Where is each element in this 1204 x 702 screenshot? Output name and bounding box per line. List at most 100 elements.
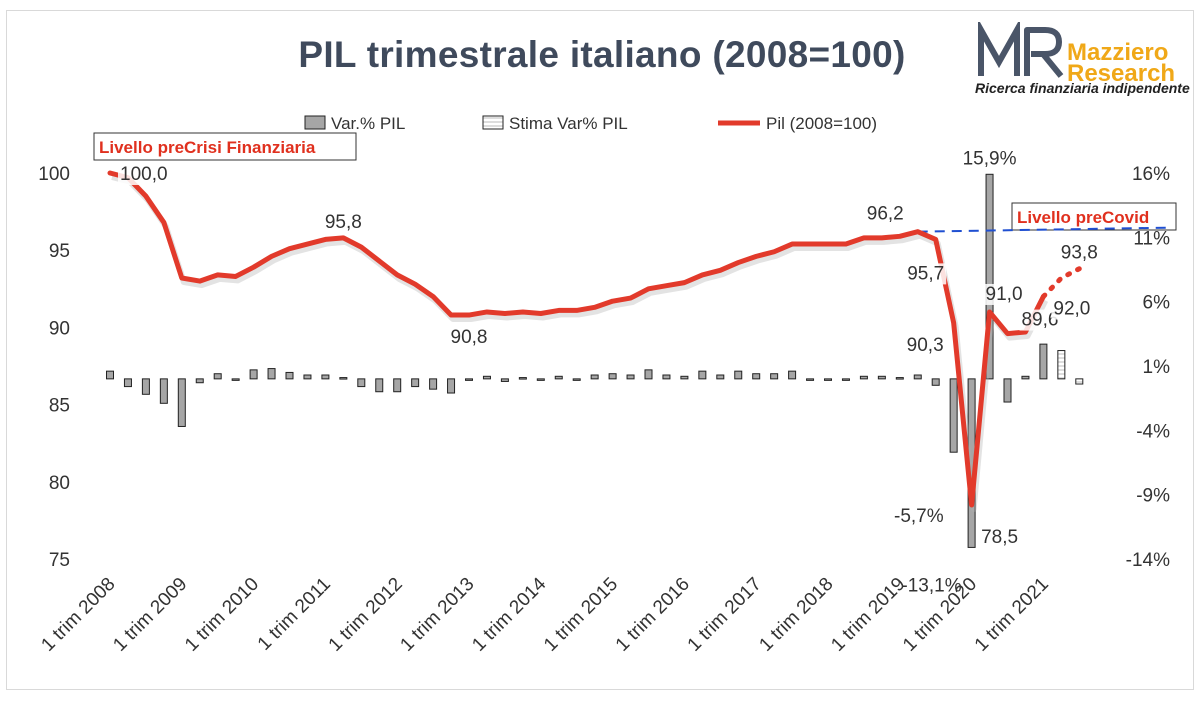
var-bar	[195, 378, 204, 384]
var-bar	[806, 378, 815, 381]
y-right-tick-label: -14%	[1126, 550, 1170, 571]
data-label: 92,0	[1053, 299, 1090, 320]
var-bar	[123, 378, 132, 388]
y-right-tick-label: 11%	[1133, 228, 1170, 249]
data-label-bg	[983, 283, 1025, 305]
data-label-bg	[1058, 242, 1100, 264]
data-label: 93,8	[1061, 243, 1098, 264]
var-bar	[411, 378, 420, 388]
var-bar	[249, 369, 258, 380]
var-bar	[895, 377, 904, 380]
var-bar	[859, 375, 868, 380]
var-bar	[465, 378, 473, 381]
pil-estimate-line	[1040, 266, 1082, 300]
y-right-tick-label: 16%	[1132, 164, 1170, 185]
y-left-tick-label: 75	[49, 550, 70, 571]
data-label: 95,7	[907, 263, 944, 284]
x-tick-label: 1 trim 2013	[396, 574, 478, 656]
x-tick-label: 1 trim 2008	[37, 574, 119, 656]
data-label: 100,0	[120, 164, 168, 185]
var-bar	[482, 375, 491, 380]
annotation-precrisi-text: Livello preCrisi Finanziaria	[99, 138, 316, 157]
data-label: 89,6	[1021, 310, 1058, 331]
x-tick-label: 1 trim 2010	[181, 574, 263, 656]
var-bar	[698, 370, 707, 380]
var-bar	[554, 375, 563, 380]
var-bar	[518, 377, 527, 380]
data-label: 96,2	[867, 204, 904, 225]
var-bar	[931, 378, 940, 386]
var-bar	[770, 373, 779, 380]
data-label: 90,8	[451, 327, 488, 348]
y-right-tick-label: -9%	[1136, 486, 1170, 507]
var-bar	[231, 378, 240, 381]
y-axis-left: 100 95 90 85 80 75	[38, 164, 70, 571]
annotation-precovid-text: Livello preCovid	[1017, 208, 1149, 227]
pil-line	[107, 170, 1046, 508]
legend-swatch-var	[304, 115, 326, 130]
y-left-tick-label: 90	[49, 318, 70, 339]
var-bar	[393, 378, 402, 393]
pil-line-shadow	[111, 174, 1049, 512]
data-label-bg	[1051, 298, 1093, 320]
x-tick-label: 1 trim 2018	[755, 574, 837, 656]
var-bar	[608, 373, 617, 380]
x-tick-label: 1 trim 2015	[540, 574, 622, 656]
legend-label-pil: Pil (2008=100)	[766, 114, 877, 133]
legend-label-var: Var.% PIL	[331, 114, 405, 133]
var-bar	[877, 375, 886, 380]
legend-label-stima: Stima Var% PIL	[509, 114, 628, 133]
brand-name-line2: Research	[1067, 60, 1176, 87]
data-label-bg	[892, 506, 946, 528]
data-label-bg	[448, 327, 490, 349]
data-label: 78,5	[981, 527, 1018, 548]
var-bar	[447, 378, 456, 394]
chart-title: PIL trimestrale italiano (2008=100)	[298, 34, 906, 75]
y-left-tick-label: 100	[38, 164, 70, 185]
var-bar	[339, 377, 348, 380]
data-label: 91,0	[986, 284, 1023, 305]
y-left-tick-label: 85	[49, 396, 70, 417]
var-bar	[590, 374, 599, 380]
data-label-bg	[905, 263, 947, 285]
data-label: 90,3	[907, 335, 944, 356]
data-label-bg	[322, 211, 364, 233]
var-bar	[267, 368, 276, 380]
annotation-precrisi: Livello preCrisi Finanziaria	[93, 132, 357, 161]
var-bar	[716, 374, 725, 380]
var-bar	[321, 374, 330, 380]
data-label-bg	[1019, 309, 1061, 331]
var-bar	[949, 378, 958, 453]
var-bar	[500, 378, 509, 382]
brand-logo: Mazziero Research Ricerca finanziaria in…	[975, 22, 1190, 102]
x-tick-label: 1 trim 2011	[254, 574, 335, 655]
var-bar	[429, 378, 438, 390]
data-label: -5,7%	[894, 506, 944, 527]
x-tick-label: 1 trim 2009	[109, 574, 191, 656]
var-bar	[572, 378, 581, 381]
annotation-precrisi-box	[93, 132, 357, 161]
var-bar	[536, 378, 545, 381]
data-label-bg	[899, 575, 964, 597]
var-bar	[841, 378, 850, 381]
var-bar	[644, 369, 653, 380]
var-bar	[913, 374, 922, 380]
mr-logo-mark-icon	[978, 22, 1064, 78]
var-bar	[985, 173, 994, 380]
var-bar	[285, 371, 294, 380]
data-label-bg	[960, 148, 1019, 170]
annotation-precovid: Livello preCovid	[1011, 202, 1177, 231]
stima-var-bar	[1075, 378, 1084, 385]
data-label: 95,8	[325, 212, 362, 233]
x-tick-label: 1 trim 2021	[971, 574, 1053, 656]
data-label: 15,9%	[963, 148, 1017, 169]
var-bar	[662, 374, 671, 380]
legend: Var.% PIL Stima Var% PIL Pil (2008=100)	[304, 114, 877, 133]
data-label-bg	[904, 334, 946, 356]
var-bar	[788, 370, 797, 380]
var-bar	[626, 374, 635, 380]
x-tick-label: 1 trim 2017	[684, 574, 766, 656]
x-tick-label: 1 trim 2019	[827, 574, 909, 656]
data-label-bg	[864, 203, 906, 225]
